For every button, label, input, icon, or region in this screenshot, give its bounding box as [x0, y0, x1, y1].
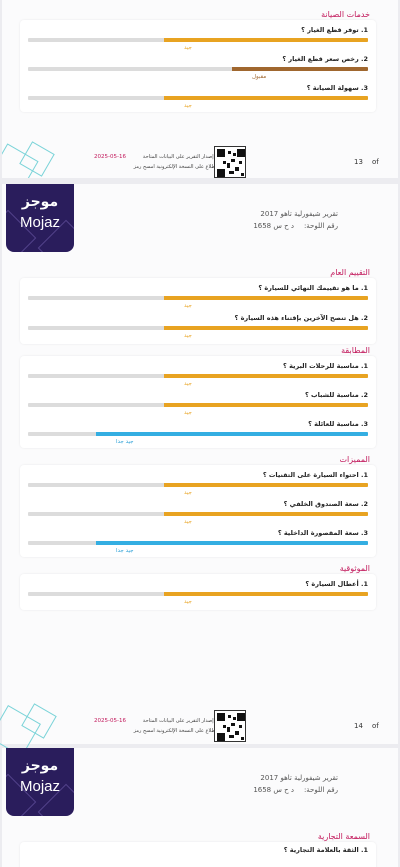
report-title: تقرير شيفورلية تاهو 2017 — [260, 774, 338, 782]
footer-note-1: تم إصدار التقرير على البيانات المتاحة — [142, 718, 220, 724]
section-card: 1. توفر قطع الغيار ؟ جيد 2. رخص سعر قطع ال… — [20, 20, 376, 112]
page-of: of — [372, 158, 379, 166]
plate-value: د ح س 1658 — [253, 222, 294, 230]
rating-bar-fill — [164, 403, 368, 407]
rating-label: جيد — [184, 381, 192, 387]
question-label: 2. رخص سعر قطع الغيار ؟ — [282, 55, 368, 63]
footer-note-2: للاطلاع على النسخة الإلكترونية امسح رمز — [133, 728, 220, 734]
rating-bar — [28, 326, 368, 330]
report-page-15: موجز Mojaz تقرير شيفورلية تاهو 2017 رقم … — [2, 748, 398, 867]
question-label: 2. مناسبة للشباب ؟ — [305, 391, 368, 399]
rating-bar-fill — [164, 512, 368, 516]
rating-bar-fill — [164, 483, 368, 487]
rating-label: جيد — [184, 599, 192, 605]
logo-text-en: Mojaz — [19, 214, 60, 231]
logo-text-en: Mojaz — [19, 778, 60, 795]
page-number: 14 — [354, 722, 363, 730]
rating-bar — [28, 541, 368, 545]
rating-bar — [28, 403, 368, 407]
rating-bar — [28, 432, 368, 436]
rating-bar — [28, 592, 368, 596]
plate-label: رقم اللوحة: — [303, 222, 338, 230]
question-label: 2. سعة الصندوق الخلفي ؟ — [283, 500, 368, 508]
report-page-14: موجز Mojaz تقرير شيفورلية تاهو 2017 رقم … — [2, 184, 398, 744]
rating-bar-fill — [96, 541, 368, 545]
section-card: 1. احتواء السيارة على التقنيات ؟ جيد 2. سع… — [20, 465, 376, 557]
question-label: 1. أعطال السيارة ؟ — [305, 580, 368, 588]
page-of: of — [372, 722, 379, 730]
footer-date: 2025-05-16 — [94, 718, 126, 724]
rating-bar-fill — [164, 296, 368, 300]
rating-bar-fill — [164, 374, 368, 378]
plate-value: د ح س 1658 — [253, 786, 294, 794]
rating-bar-fill — [164, 326, 368, 330]
rating-label: جيد — [184, 490, 192, 496]
qr-code[interactable] — [214, 146, 246, 178]
section-title: السمعة التجارية — [317, 832, 370, 841]
rating-bar-fill — [164, 38, 368, 42]
rating-label: جيد — [184, 519, 192, 525]
question-label: 1. توفر قطع الغيار ؟ — [301, 26, 368, 34]
section-card: 1. ما هو تقييمك النهائي للسيارة ؟ جيد 2. ه… — [20, 278, 376, 344]
footer-note-2: للاطلاع على النسخة الإلكترونية امسح رمز — [133, 164, 220, 170]
rating-bar — [28, 512, 368, 516]
rating-bar-fill — [164, 592, 368, 596]
rating-label: جيد جدا — [116, 548, 134, 554]
mojaz-logo: موجز Mojaz — [6, 184, 74, 252]
qr-code[interactable] — [214, 710, 246, 742]
rating-label: جيد — [184, 410, 192, 416]
page-number: 13 — [354, 158, 363, 166]
section-card: 1. أعطال السيارة ؟ جيد — [20, 574, 376, 610]
logo-text-ar: موجز — [21, 758, 59, 774]
report-title: تقرير شيفورلية تاهو 2017 — [260, 210, 338, 218]
question-label: 3. مناسبة للعائلة ؟ — [308, 420, 368, 428]
section-card: 1. مناسبة للرحلات البرية ؟ جيد 2. مناسبة ل… — [20, 356, 376, 448]
question-label: 2. هل تنصح الآخرين بإقتناء هذه السيارة ؟ — [234, 314, 368, 322]
rating-bar — [28, 296, 368, 300]
question-label: 1. الثقة بالعلامة التجارية ؟ — [283, 846, 368, 854]
footer-date: 2025-05-16 — [94, 154, 126, 160]
report-page-13: خدمات الصيانة 1. توفر قطع الغيار ؟ جيد 2. … — [2, 0, 398, 178]
rating-bar — [28, 483, 368, 487]
section-card: 1. الثقة بالعلامة التجارية ؟ — [20, 842, 376, 867]
section-title: الموثوقية — [339, 564, 370, 573]
question-label: 1. احتواء السيارة على التقنيات ؟ — [262, 471, 368, 479]
rating-label: جيد جدا — [116, 439, 134, 445]
plate-label: رقم اللوحة: — [303, 786, 338, 794]
rating-bar-fill — [96, 432, 368, 436]
question-label: 3. سهولة الصيانة ؟ — [306, 84, 368, 92]
question-label: 1. مناسبة للرحلات البرية ؟ — [283, 362, 368, 370]
rating-bar-fill — [232, 67, 368, 71]
question-label: 1. ما هو تقييمك النهائي للسيارة ؟ — [258, 284, 368, 292]
rating-label: مقبول — [252, 74, 267, 80]
section-title: خدمات الصيانة — [321, 10, 370, 19]
mojaz-logo: موجز Mojaz — [6, 748, 74, 816]
section-title: المميزات — [339, 455, 371, 464]
section-title: المطابقة — [341, 346, 370, 355]
rating-label: جيد — [184, 45, 192, 51]
rating-label: جيد — [184, 333, 192, 339]
rating-bar-fill — [164, 96, 368, 100]
rating-bar — [28, 374, 368, 378]
section-title: التقييم العام — [330, 268, 370, 277]
logo-text-ar: موجز — [21, 194, 59, 210]
rating-bar — [28, 96, 368, 100]
rating-bar — [28, 38, 368, 42]
footer-note-1: تم إصدار التقرير على البيانات المتاحة — [142, 154, 220, 160]
rating-label: جيد — [184, 303, 192, 309]
question-label: 3. سعة المقصورة الداخلية ؟ — [277, 529, 368, 537]
rating-bar — [28, 67, 368, 71]
rating-label: جيد — [184, 103, 192, 109]
